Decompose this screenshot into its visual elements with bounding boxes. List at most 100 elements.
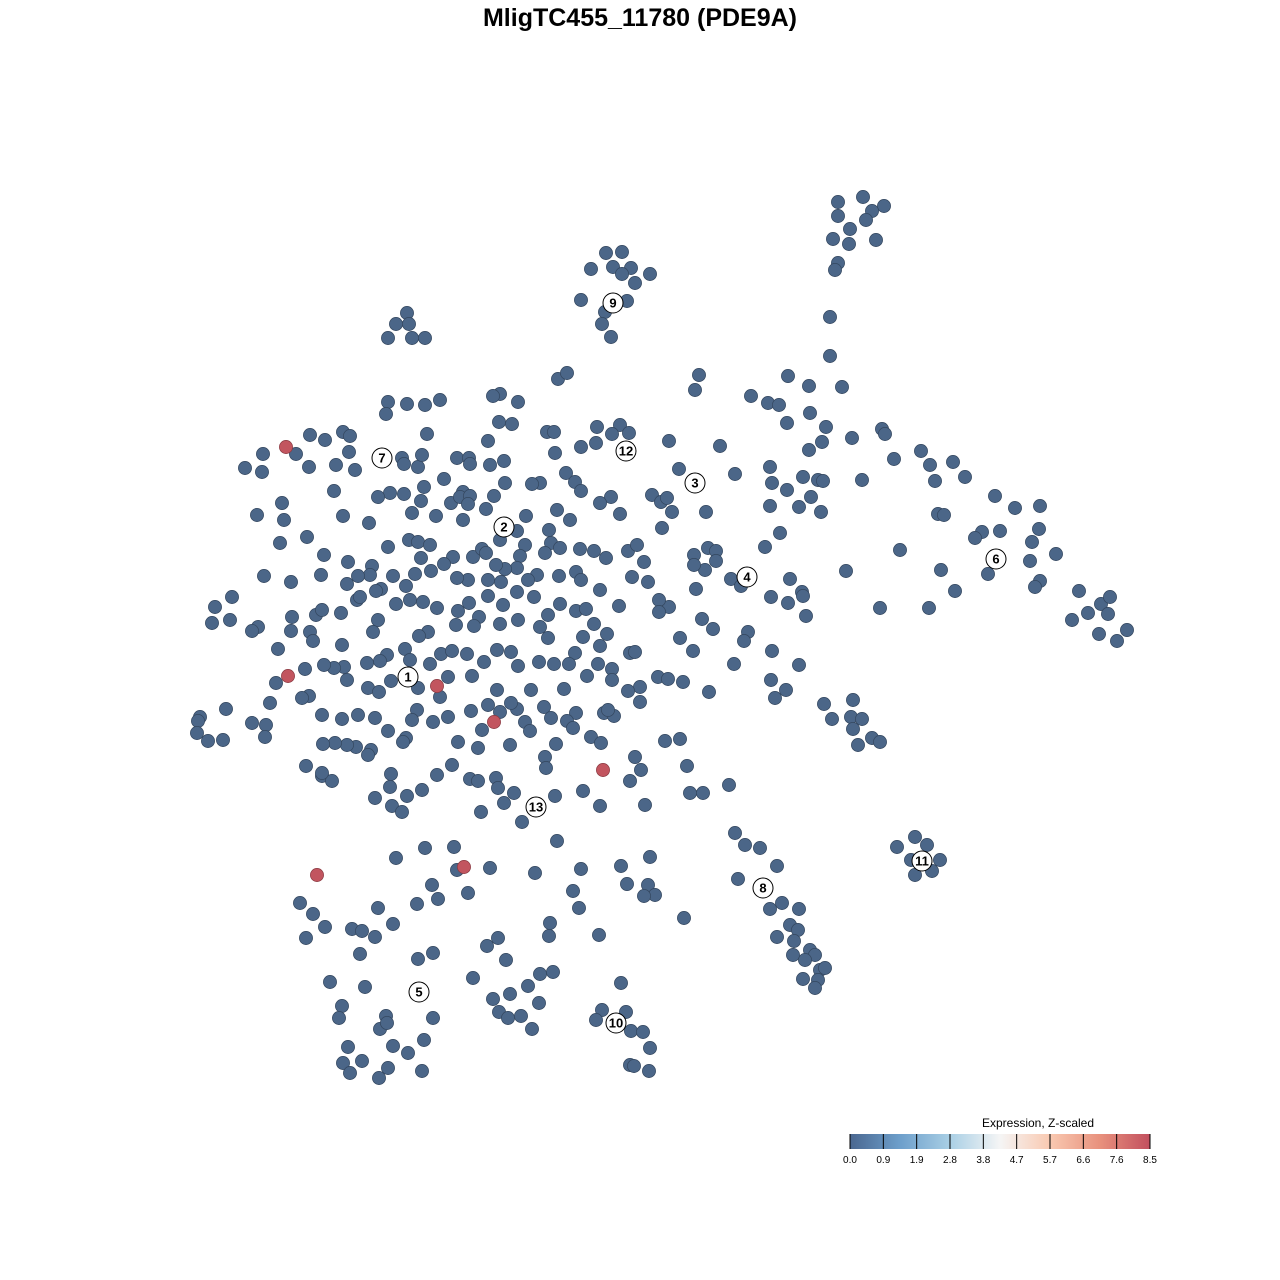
data-point: [727, 657, 741, 671]
data-point: [335, 712, 349, 726]
data-point: [908, 830, 922, 844]
cluster-label-badge: [602, 292, 624, 314]
data-point: [474, 805, 488, 819]
data-point: [937, 508, 951, 522]
data-point: [503, 738, 517, 752]
data-point: [269, 676, 283, 690]
data-point: [317, 658, 331, 672]
data-point: [594, 736, 608, 750]
data-point: [828, 263, 842, 277]
data-point: [300, 530, 314, 544]
data-point: [334, 606, 348, 620]
data-point: [397, 457, 411, 471]
data-point: [503, 987, 517, 1001]
data-point: [550, 503, 564, 517]
cluster-label: 12: [615, 440, 637, 462]
data-point: [615, 245, 629, 259]
data-point: [758, 540, 772, 554]
data-point: [383, 486, 397, 500]
data-point: [340, 673, 354, 687]
data-point: [343, 429, 357, 443]
data-point: [600, 627, 614, 641]
data-point: [1110, 634, 1124, 648]
data-point: [835, 380, 849, 394]
colorbar-tick-label: 0.0: [843, 1155, 857, 1166]
data-point: [1033, 499, 1047, 513]
colorbar-title: Expression, Z-scaled: [982, 1116, 1094, 1130]
data-point: [463, 457, 477, 471]
data-point: [613, 507, 627, 521]
data-point: [437, 472, 451, 486]
data-point: [1008, 501, 1022, 515]
data-point: [497, 796, 511, 810]
data-point: [414, 551, 428, 565]
data-point: [250, 508, 264, 522]
data-point: [533, 967, 547, 981]
cluster-label-text: 9: [609, 296, 616, 311]
data-point: [842, 237, 856, 251]
data-point: [859, 213, 873, 227]
data-point: [628, 750, 642, 764]
data-point: [386, 569, 400, 583]
data-point: [546, 965, 560, 979]
data-point: [574, 440, 588, 454]
data-point: [744, 389, 758, 403]
data-point: [614, 859, 628, 873]
cluster-label-text: 6: [992, 552, 999, 567]
data-point: [418, 841, 432, 855]
data-point: [223, 613, 237, 627]
data-point: [728, 826, 742, 840]
data-point: [709, 554, 723, 568]
data-point-high-expression: [430, 679, 444, 693]
data-point: [661, 672, 675, 686]
data-point: [1023, 554, 1037, 568]
data-point: [544, 711, 558, 725]
data-point-high-expression: [487, 715, 501, 729]
data-point: [687, 558, 701, 572]
data-point: [624, 1024, 638, 1038]
data-point: [498, 476, 512, 490]
data-point: [605, 427, 619, 441]
data-point: [846, 693, 860, 707]
cluster-label: 2: [493, 516, 515, 538]
data-point: [332, 1011, 346, 1025]
data-point: [429, 509, 443, 523]
data-point: [317, 548, 331, 562]
data-point: [796, 470, 810, 484]
colorbar-tick-label: 5.7: [1043, 1155, 1057, 1166]
data-point: [523, 724, 537, 738]
data-point: [662, 434, 676, 448]
data-point: [566, 884, 580, 898]
data-point: [1025, 535, 1039, 549]
data-point: [642, 1064, 656, 1078]
data-point: [770, 930, 784, 944]
data-point: [340, 738, 354, 752]
cluster-label-text: 13: [529, 800, 543, 815]
data-point: [351, 569, 365, 583]
data-point: [510, 585, 524, 599]
data-point: [604, 330, 618, 344]
data-point: [839, 564, 853, 578]
data-point: [753, 841, 767, 855]
data-point: [411, 952, 425, 966]
data-point: [303, 428, 317, 442]
data-point: [384, 767, 398, 781]
data-point: [638, 798, 652, 812]
data-point: [928, 474, 942, 488]
data-point: [481, 589, 495, 603]
colorbar-tick-label: 3.8: [976, 1155, 990, 1166]
data-point: [371, 613, 385, 627]
data-point: [411, 535, 425, 549]
data-point: [208, 600, 222, 614]
data-point: [574, 573, 588, 587]
data-point: [563, 513, 577, 527]
data-point: [993, 524, 1007, 538]
data-point: [576, 630, 590, 644]
data-point: [420, 427, 434, 441]
cluster-label-text: 2: [500, 520, 507, 535]
data-point: [538, 546, 552, 560]
data-point: [823, 310, 837, 324]
data-point: [524, 683, 538, 697]
data-point: [461, 886, 475, 900]
data-point: [968, 531, 982, 545]
